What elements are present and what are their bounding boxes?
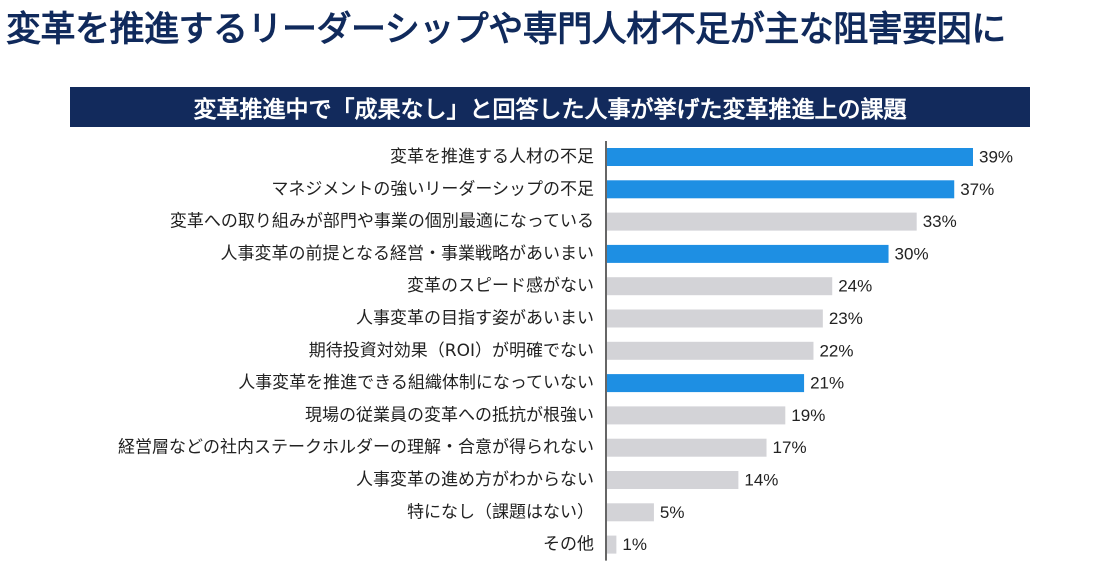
bar [607,148,973,166]
category-label: 経営層などの社内ステークホルダーの理解・合意が得られない [118,438,594,458]
bar [607,471,739,489]
bar [607,406,786,425]
headline: 変革を推進するリーダーシップや専門人材不足が主な阻害要因に [6,10,1006,50]
value-label: 39% [979,148,1013,167]
category-label: 特になし（課題はない） [407,502,594,522]
value-label: 14% [744,471,778,490]
bar [607,503,654,522]
category-label: 人事変革の前提となる経営・事業戦略があいまい [221,244,595,264]
bar [607,180,955,199]
category-label: その他 [543,535,594,555]
value-label: 24% [838,277,872,296]
value-label: 30% [895,244,929,263]
bar [607,309,823,328]
category-label: 変革への取り組みが部門や事業の個別最適になっている [170,212,594,232]
category-label: 期待投資対効果（ROI）が明確でない [309,341,594,361]
category-label: 人事変革の進め方がわからない [356,470,594,490]
value-label: 1% [622,535,647,554]
category-label: 人事変革の目指す姿があいまい [356,309,594,329]
bar [607,374,805,393]
value-label: 5% [660,503,685,522]
value-label: 33% [923,212,957,231]
category-label: 変革のスピード感がない [407,276,594,296]
category-label: マネジメントの強いリーダーシップの不足 [271,179,594,199]
bar [607,212,917,231]
bar [607,277,833,296]
category-label: 変革を推進する人材の不足 [390,147,594,167]
bar [607,535,617,554]
bar [607,341,814,360]
category-label: 現場の従業員の変革への抵抗が根強い [305,405,594,425]
value-label: 37% [960,180,994,199]
value-label: 22% [819,341,853,360]
bar [607,244,889,263]
value-label: 23% [829,309,863,328]
bar [607,438,767,457]
chart-title-banner: 変革推進中で「成果なし」と回答した人事が挙げた変革推進上の課題 [70,87,1030,127]
category-label: 人事変革を推進できる組織体制になっていない [238,373,594,393]
value-label: 17% [773,438,807,457]
value-label: 21% [810,374,844,393]
value-label: 19% [791,406,825,425]
